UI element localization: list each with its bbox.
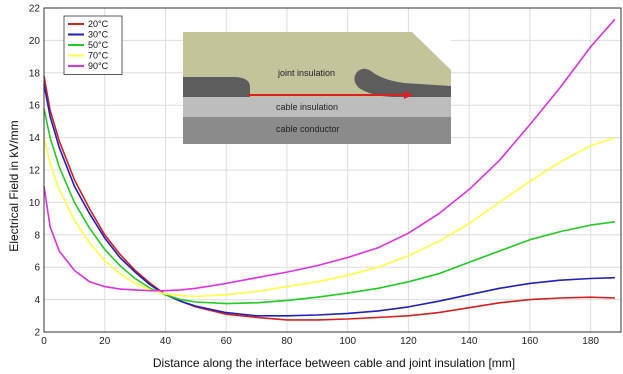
x-tick-label: 120 (400, 336, 417, 347)
x-tick-label: 20 (99, 336, 111, 347)
y-tick-label: 20 (29, 36, 41, 47)
legend-label: 90°C (88, 61, 109, 71)
y-tick-label: 16 (29, 101, 41, 112)
series-line-0 (43, 75, 615, 321)
y-tick-label: 12 (29, 166, 41, 177)
x-axis-label: Distance along the interface between cab… (153, 356, 515, 370)
cable-insulation-region (183, 97, 451, 117)
y-tick-label: 10 (29, 198, 41, 209)
y-tick-label: 18 (29, 68, 41, 79)
legend: 20°C30°C50°C70°C90°C (63, 15, 123, 75)
series-line-1 (43, 83, 615, 317)
cable-conductor-region (183, 117, 451, 144)
y-tick-label: 8 (34, 230, 40, 241)
inset-label-joint-insulation: joint insulation (277, 68, 335, 78)
x-tick-label: 140 (461, 336, 478, 347)
inset-label-cable-conductor: cable conductor (276, 124, 340, 134)
legend-label: 30°C (88, 30, 109, 40)
series-line-4 (43, 18, 616, 292)
legend-label: 50°C (88, 40, 109, 50)
series-line-3 (43, 136, 616, 298)
plot-frame (43, 7, 622, 333)
inset-diagram: joint insulation cable insulation cable … (183, 32, 451, 144)
x-tick-label: 180 (582, 336, 599, 347)
x-tick-label: 40 (160, 336, 172, 347)
y-tick-label: 6 (34, 263, 40, 274)
y-axis-label: Electrical Field in kV/mm (7, 120, 21, 251)
inset-label-cable-insulation: cable insulation (276, 102, 338, 112)
interface-arrow-head (404, 91, 413, 99)
y-tick-label: 22 (29, 4, 41, 15)
y-tick-label: 4 (34, 295, 40, 306)
y-tick-label: 2 (34, 328, 40, 339)
legend-label: 70°C (88, 51, 109, 61)
semicon-right (354, 68, 451, 97)
y-tick-label: 14 (29, 133, 41, 144)
x-tick-label: 80 (281, 336, 293, 347)
x-tick-label: 100 (339, 336, 356, 347)
x-tick-label: 60 (221, 336, 233, 347)
axis-ticks: 0 20 40 60 80 100 120 140 160 180 2 4 6 8 10 12 14 16 18 20… (29, 4, 600, 348)
series-line-2 (43, 108, 616, 305)
legend-label: 20°C (88, 19, 109, 29)
x-tick-label: 160 (522, 336, 539, 347)
semicon-left (183, 77, 250, 97)
x-tick-label: 0 (41, 336, 47, 347)
series-lines (43, 18, 616, 321)
